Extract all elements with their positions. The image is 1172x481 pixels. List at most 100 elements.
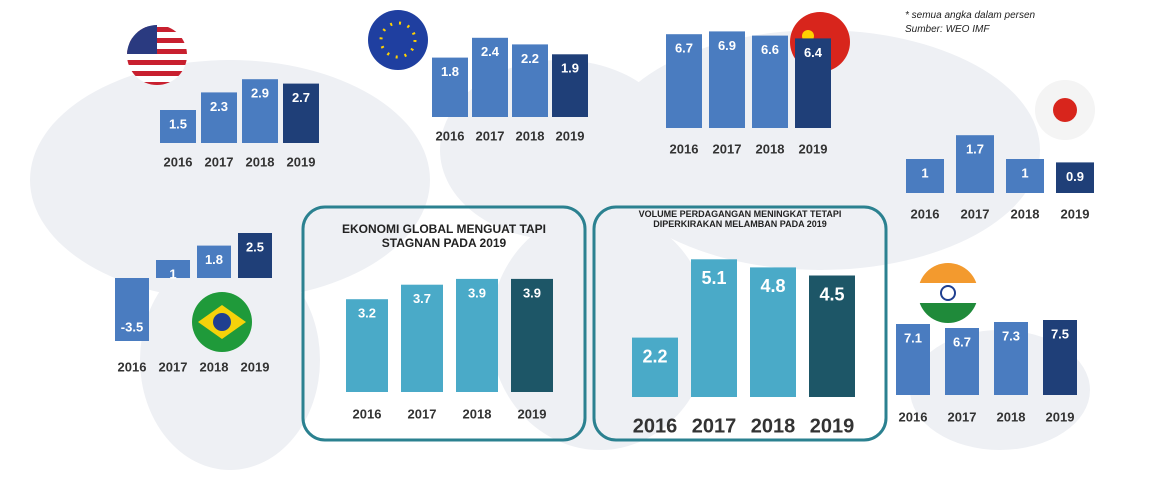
x-tick-label: 2016 [911,206,940,221]
value-label: 1.5 [169,116,187,131]
box [301,205,587,442]
value-label: 1 [1021,165,1028,180]
bar [283,83,319,143]
bar [906,159,944,193]
x-tick-label: 2018 [516,128,545,143]
bar [809,275,855,397]
value-label: 2.4 [481,44,500,59]
value-label: 3.7 [413,291,431,306]
x-tick-label: 2017 [713,141,742,156]
x-tick-label: 2019 [1061,206,1090,221]
x-tick-label: 2017 [948,409,977,424]
bar [456,278,498,392]
value-label: 1 [169,266,176,281]
value-label: 3.9 [523,285,541,300]
x-tick-label: 2019 [810,415,855,437]
x-tick-label: 2019 [1046,409,1075,424]
flag-brazil [192,292,252,352]
value-label: 2.5 [246,239,264,254]
value-label: 7.5 [1051,326,1069,341]
flag-india [918,263,978,323]
value-label: 1.8 [205,252,223,267]
x-tick-label: 2016 [353,406,382,421]
x-tick-label: 2018 [246,154,275,169]
value-label: 2.3 [210,99,228,114]
x-tick-label: 2016 [164,154,193,169]
flag-usa [127,25,187,85]
bar [432,57,468,117]
x-tick-label: 2017 [205,154,234,169]
x-tick-label: 2019 [556,128,585,143]
bar [238,233,272,278]
value-label: -3.5 [121,319,143,334]
x-tick-label: 2019 [518,406,547,421]
x-tick-label: 2019 [799,141,828,156]
value-label: 1 [921,165,928,180]
bar [242,79,278,143]
value-label: 2.7 [292,90,310,105]
bar [156,260,190,278]
value-label: 3.2 [358,306,376,321]
x-tick-label: 2016 [118,359,147,374]
bar [197,245,231,278]
bar [956,135,994,193]
x-tick-label: 2018 [200,359,229,374]
x-tick-label: 2019 [287,154,316,169]
bar [512,44,548,117]
bar [160,110,196,143]
x-tick-label: 2017 [961,206,990,221]
x-tick-label: 2017 [476,128,505,143]
flag-eu [368,10,428,70]
value-label: 7.3 [1002,328,1020,343]
flag-japan-sun [1053,98,1077,122]
value-label: 0.9 [1066,169,1084,184]
note: Sumber: WEO IMF [905,24,990,35]
x-tick-label: 2017 [408,406,437,421]
note: * semua angka dalam persen [905,10,1036,21]
x-tick-label: 2016 [670,141,699,156]
value-label: 6.9 [718,38,736,53]
value-label: 1.9 [561,61,579,76]
x-tick-label: 2018 [997,409,1026,424]
value-label: 1.8 [441,64,459,79]
value-label: 3.9 [468,285,486,300]
value-label: 6.6 [761,42,779,57]
chart-title: EKONOMI GLOBAL MENGUAT TAPI STAGNAN PADA… [342,222,546,250]
x-tick-label: 2018 [1011,206,1040,221]
bar [115,278,149,341]
bar [795,38,831,128]
value-label: 2.2 [642,346,667,366]
x-tick-label: 2018 [463,406,492,421]
flag-eu-stars [379,21,417,59]
bar [1056,162,1094,193]
bar [201,92,237,143]
value-label: 6.7 [953,334,971,349]
bar [896,324,930,395]
value-label: 4.8 [760,276,785,296]
bar [632,337,678,397]
value-label: 7.1 [904,330,922,345]
value-label: 5.1 [701,268,726,288]
x-tick-label: 2018 [751,415,796,437]
value-label: 6.4 [804,45,823,60]
bar [945,328,979,395]
x-tick-label: 2018 [756,141,785,156]
bar [994,322,1028,395]
value-label: 4.5 [819,284,844,304]
x-tick-label: 2017 [692,415,737,437]
value-label: 2.9 [251,86,269,101]
bar [750,267,796,397]
bar [511,278,553,392]
bar [666,34,702,129]
bar [472,37,508,117]
value-label: 2.2 [521,51,539,66]
bar [1043,320,1077,395]
bar [752,35,788,128]
x-tick-label: 2019 [241,359,270,374]
value-label: 1.7 [966,142,984,157]
bar [552,54,588,117]
x-tick-label: 2016 [899,409,928,424]
bar [346,299,388,392]
